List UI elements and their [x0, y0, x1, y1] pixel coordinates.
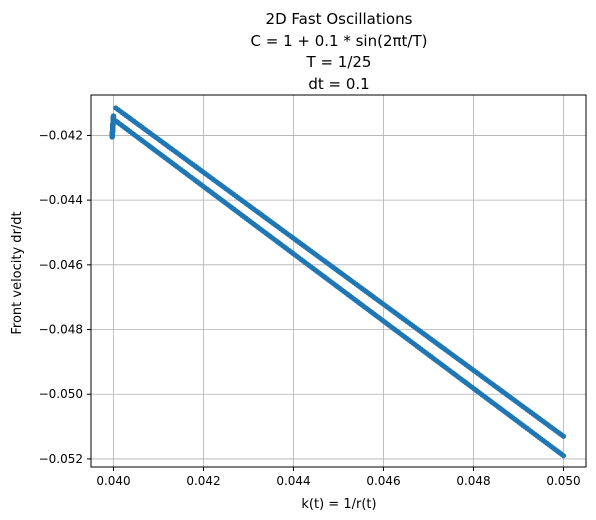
x-axis-ticks: 0.040 0.042 0.044 0.046 0.048 0.050: [96, 467, 581, 488]
data-point: [110, 113, 117, 119]
y-tick-label: −0.044: [39, 193, 83, 207]
x-tick-label: 0.044: [276, 474, 310, 488]
y-tick-label: −0.048: [39, 323, 83, 337]
x-tick-label: 0.048: [456, 474, 490, 488]
title-line-4: dt = 0.1: [308, 75, 369, 93]
x-axis-label: k(t) = 1/r(t): [301, 497, 376, 512]
data-point: [110, 129, 116, 135]
data-point: [110, 119, 117, 126]
x-tick-label: 0.040: [96, 474, 130, 488]
chart-title: 2D Fast Oscillations C = 1 + 0.1 * sin(2…: [251, 10, 428, 93]
title-line-3: T = 1/25: [306, 53, 372, 71]
y-tick-label: −0.046: [39, 258, 83, 272]
grid: [91, 95, 586, 467]
title-line-1: 2D Fast Oscillations: [266, 10, 413, 28]
y-tick-label: −0.052: [39, 452, 83, 466]
x-tick-label: 0.046: [366, 474, 400, 488]
data-point: [109, 134, 115, 140]
y-tick-label: −0.042: [39, 128, 83, 142]
y-axis-ticks: −0.042 −0.044 −0.046 −0.048 −0.050 −0.052: [39, 128, 91, 466]
y-axis-label: Front velocity dr/dt: [10, 211, 25, 334]
plot-area-frame: [90, 94, 587, 468]
x-tick-label: 0.042: [186, 474, 220, 488]
data-point: [560, 433, 567, 439]
x-tick-label: 0.050: [546, 474, 580, 488]
scatter-points: [109, 105, 567, 459]
data-point: [560, 453, 567, 459]
title-line-2: C = 1 + 0.1 * sin(2πt/T): [251, 32, 428, 50]
y-tick-label: −0.050: [39, 387, 83, 401]
